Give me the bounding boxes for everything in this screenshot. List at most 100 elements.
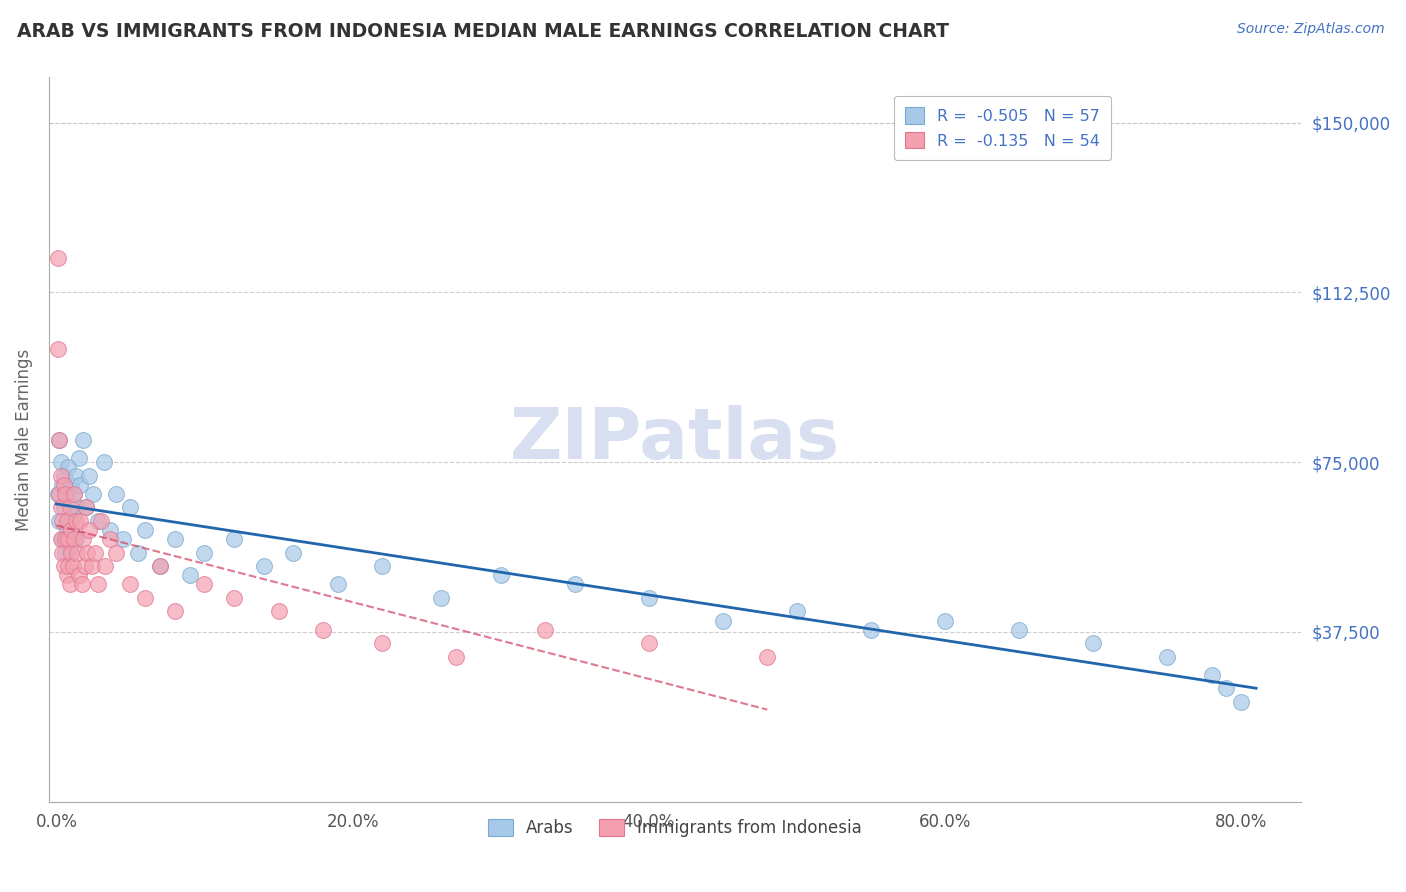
Point	[51, 532, 73, 546]
Point	[1008, 623, 1031, 637]
Point	[94, 559, 117, 574]
Point	[193, 546, 215, 560]
Point	[62, 509, 84, 524]
Point	[1081, 636, 1104, 650]
Point	[55, 523, 77, 537]
Point	[179, 568, 201, 582]
Point	[49, 468, 72, 483]
Point	[163, 605, 186, 619]
Point	[53, 487, 76, 501]
Point	[55, 514, 77, 528]
Text: Source: ZipAtlas.com: Source: ZipAtlas.com	[1237, 22, 1385, 37]
Point	[934, 614, 956, 628]
Point	[87, 514, 110, 528]
Point	[1201, 668, 1223, 682]
Legend: Arabs, Immigrants from Indonesia: Arabs, Immigrants from Indonesia	[481, 813, 869, 844]
Point	[87, 577, 110, 591]
Point	[193, 577, 215, 591]
Point	[69, 477, 91, 491]
Point	[51, 546, 73, 560]
Point	[93, 455, 115, 469]
Point	[134, 591, 156, 605]
Point	[49, 455, 72, 469]
Point	[253, 559, 276, 574]
Point	[55, 568, 77, 582]
Point	[49, 532, 72, 546]
Point	[120, 500, 142, 515]
Point	[58, 559, 80, 574]
Point	[120, 577, 142, 591]
Point	[70, 577, 93, 591]
Point	[149, 559, 172, 574]
Point	[224, 532, 246, 546]
Point	[80, 559, 103, 574]
Point	[73, 559, 96, 574]
Point	[48, 487, 70, 501]
Point	[312, 623, 335, 637]
Point	[104, 546, 127, 560]
Point	[98, 523, 121, 537]
Point	[67, 568, 90, 582]
Point	[489, 568, 512, 582]
Point	[149, 559, 172, 574]
Point	[46, 487, 69, 501]
Point	[98, 532, 121, 546]
Point	[46, 252, 69, 266]
Point	[1230, 695, 1253, 709]
Point	[637, 636, 659, 650]
Point	[51, 477, 73, 491]
Point	[63, 487, 86, 501]
Point	[371, 636, 394, 650]
Point	[52, 500, 75, 515]
Point	[564, 577, 586, 591]
Point	[60, 477, 83, 491]
Point	[60, 523, 83, 537]
Point	[46, 342, 69, 356]
Point	[534, 623, 557, 637]
Point	[446, 649, 468, 664]
Point	[65, 514, 87, 528]
Point	[76, 546, 98, 560]
Point	[52, 468, 75, 483]
Point	[72, 532, 94, 546]
Y-axis label: Median Male Earnings: Median Male Earnings	[15, 349, 32, 531]
Point	[65, 532, 87, 546]
Text: ARAB VS IMMIGRANTS FROM INDONESIA MEDIAN MALE EARNINGS CORRELATION CHART: ARAB VS IMMIGRANTS FROM INDONESIA MEDIAN…	[17, 22, 949, 41]
Point	[112, 532, 135, 546]
Point	[77, 468, 100, 483]
Point	[82, 487, 104, 501]
Point	[283, 546, 305, 560]
Point	[66, 500, 89, 515]
Point	[134, 523, 156, 537]
Point	[62, 559, 84, 574]
Point	[224, 591, 246, 605]
Point	[72, 433, 94, 447]
Point	[371, 559, 394, 574]
Point	[104, 487, 127, 501]
Point	[75, 500, 97, 515]
Point	[63, 487, 86, 501]
Point	[77, 523, 100, 537]
Point	[1156, 649, 1178, 664]
Point	[430, 591, 453, 605]
Point	[63, 532, 86, 546]
Point	[83, 546, 105, 560]
Point	[1215, 681, 1237, 696]
Point	[65, 468, 87, 483]
Point	[67, 450, 90, 465]
Point	[756, 649, 779, 664]
Point	[637, 591, 659, 605]
Point	[48, 433, 70, 447]
Point	[49, 500, 72, 515]
Point	[75, 500, 97, 515]
Point	[55, 487, 77, 501]
Point	[786, 605, 808, 619]
Point	[267, 605, 290, 619]
Point	[48, 514, 70, 528]
Point	[48, 433, 70, 447]
Point	[58, 532, 80, 546]
Point	[53, 532, 76, 546]
Point	[66, 546, 89, 560]
Point	[163, 532, 186, 546]
Point	[59, 577, 82, 591]
